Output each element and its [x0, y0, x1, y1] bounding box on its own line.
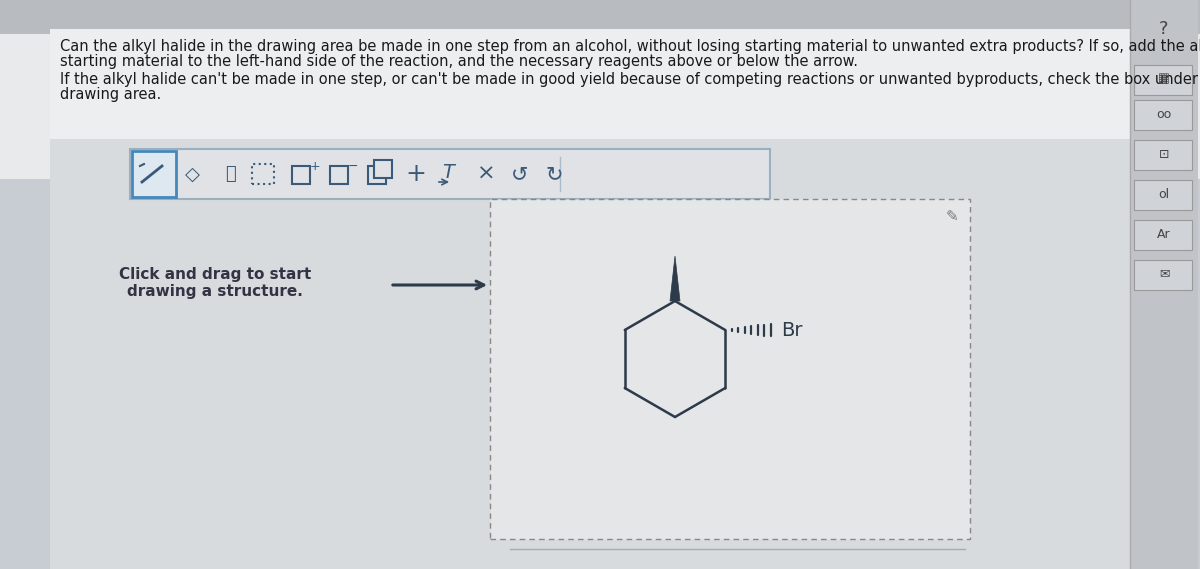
Text: T: T: [442, 163, 454, 182]
Text: starting material to the left-hand side of the reaction, and the necessary reage: starting material to the left-hand side …: [60, 54, 858, 69]
Bar: [330, 166, 348, 184]
Bar: [0, 0, 1200, 34]
Text: drawing area.: drawing area.: [60, 87, 161, 102]
Text: ✎: ✎: [946, 209, 959, 224]
Text: ✋: ✋: [224, 165, 235, 183]
Text: ↻: ↻: [545, 164, 563, 184]
Bar: [0, 0, 1200, 179]
Bar: [1134, 260, 1192, 290]
Bar: [292, 166, 310, 184]
Text: ?: ?: [1159, 20, 1169, 38]
Text: ▦: ▦: [1158, 72, 1170, 85]
Text: drawing a structure.: drawing a structure.: [127, 283, 302, 299]
Bar: [1134, 65, 1192, 95]
Text: −: −: [348, 159, 359, 172]
Polygon shape: [670, 256, 680, 301]
Text: Br: Br: [781, 320, 803, 340]
Text: ↺: ↺: [511, 164, 529, 184]
Bar: [1134, 220, 1192, 250]
Text: +: +: [406, 162, 426, 186]
Bar: [1134, 140, 1192, 170]
Text: ol: ol: [1158, 188, 1170, 200]
Bar: [368, 166, 386, 184]
Bar: [132, 151, 176, 197]
Text: Click and drag to start: Click and drag to start: [119, 266, 311, 282]
Bar: [130, 149, 770, 199]
Text: oo: oo: [1157, 108, 1171, 121]
Bar: [252, 164, 274, 184]
Bar: [374, 160, 392, 178]
Text: ⊡: ⊡: [1159, 147, 1169, 160]
Text: +: +: [310, 159, 320, 172]
Text: ◇: ◇: [185, 164, 199, 183]
Text: ×: ×: [476, 164, 496, 184]
Bar: [1134, 100, 1192, 130]
Text: Ar: Ar: [1157, 228, 1171, 241]
Bar: [490, 199, 970, 539]
Text: If the alkyl halide can't be made in one step, or can't be made in good yield be: If the alkyl halide can't be made in one…: [60, 72, 1200, 87]
Bar: [1134, 180, 1192, 210]
Text: ✉: ✉: [1159, 267, 1169, 281]
Text: Can the alkyl halide in the drawing area be made in one step from an alcohol, wi: Can the alkyl halide in the drawing area…: [60, 39, 1200, 54]
Bar: [1130, 0, 1198, 569]
Bar: [50, 29, 1130, 139]
